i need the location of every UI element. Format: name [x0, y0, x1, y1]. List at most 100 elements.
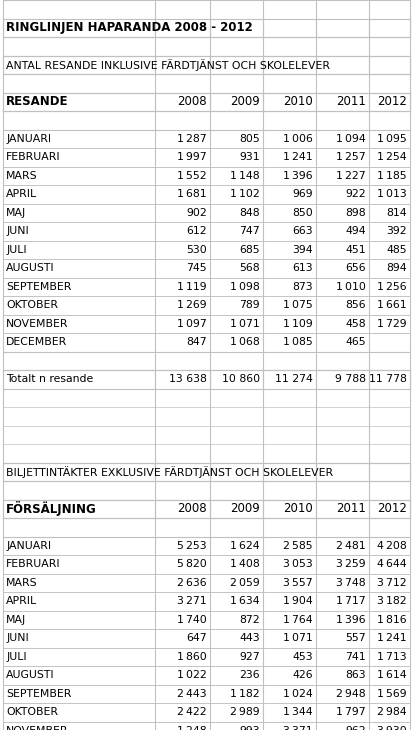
- Text: 805: 805: [239, 134, 260, 144]
- Text: APRIL: APRIL: [6, 596, 37, 606]
- Text: 745: 745: [186, 264, 207, 273]
- Text: 1 797: 1 797: [336, 707, 366, 718]
- Text: FEBRUARI: FEBRUARI: [6, 153, 60, 162]
- Text: 931: 931: [239, 153, 260, 162]
- Text: 2 948: 2 948: [336, 688, 366, 699]
- Text: 451: 451: [345, 245, 366, 255]
- Text: 2 422: 2 422: [177, 707, 207, 718]
- Text: 1 071: 1 071: [230, 319, 260, 328]
- Text: 613: 613: [292, 264, 313, 273]
- Text: 485: 485: [386, 245, 407, 255]
- Text: 2010: 2010: [283, 502, 313, 515]
- Text: 3 712: 3 712: [378, 577, 407, 588]
- Text: 1 010: 1 010: [336, 282, 366, 292]
- Text: 1 997: 1 997: [177, 153, 207, 162]
- Text: 1 661: 1 661: [378, 300, 407, 310]
- Text: 5 253: 5 253: [177, 541, 207, 550]
- Text: 863: 863: [345, 670, 366, 680]
- Text: 663: 663: [292, 226, 313, 237]
- Text: 1 182: 1 182: [231, 688, 260, 699]
- Text: 1 013: 1 013: [377, 189, 407, 199]
- Text: JANUARI: JANUARI: [6, 541, 51, 550]
- Text: 1 257: 1 257: [336, 153, 366, 162]
- Text: 3 557: 3 557: [284, 577, 313, 588]
- Text: 922: 922: [345, 189, 366, 199]
- Text: 3 930: 3 930: [377, 726, 407, 730]
- Text: 392: 392: [386, 226, 407, 237]
- Text: 872: 872: [239, 615, 260, 625]
- Text: 9 788: 9 788: [335, 374, 366, 384]
- Text: 1 068: 1 068: [230, 337, 260, 347]
- Text: JULI: JULI: [6, 245, 26, 255]
- Text: 1 552: 1 552: [177, 171, 207, 181]
- Text: 426: 426: [292, 670, 313, 680]
- Text: 898: 898: [345, 208, 366, 218]
- Text: 2 984: 2 984: [378, 707, 407, 718]
- Text: 747: 747: [239, 226, 260, 237]
- Text: NOVEMBER: NOVEMBER: [6, 726, 68, 730]
- Text: 789: 789: [239, 300, 260, 310]
- Text: SEPTEMBER: SEPTEMBER: [6, 688, 71, 699]
- Text: 969: 969: [292, 189, 313, 199]
- Text: 1 254: 1 254: [378, 153, 407, 162]
- Text: BILJETTINTÄKTER EXKLUSIVE FÄRDTJÄNST OCH SKOLELEVER: BILJETTINTÄKTER EXKLUSIVE FÄRDTJÄNST OCH…: [6, 466, 333, 477]
- Text: 2 059: 2 059: [230, 577, 260, 588]
- Text: 1 681: 1 681: [177, 189, 207, 199]
- Text: 5 820: 5 820: [177, 559, 207, 569]
- Text: 1 287: 1 287: [177, 134, 207, 144]
- Text: 1 740: 1 740: [177, 615, 207, 625]
- Text: 1 408: 1 408: [230, 559, 260, 569]
- Text: JULI: JULI: [6, 652, 26, 662]
- Text: 2011: 2011: [336, 95, 366, 108]
- Text: 1 006: 1 006: [283, 134, 313, 144]
- Text: 2 989: 2 989: [231, 707, 260, 718]
- Text: AUGUSTI: AUGUSTI: [6, 670, 55, 680]
- Text: 568: 568: [239, 264, 260, 273]
- Text: SEPTEMBER: SEPTEMBER: [6, 282, 71, 292]
- Text: 894: 894: [386, 264, 407, 273]
- Text: 1 764: 1 764: [284, 615, 313, 625]
- Text: 1 396: 1 396: [284, 171, 313, 181]
- Text: 741: 741: [345, 652, 366, 662]
- Text: APRIL: APRIL: [6, 189, 37, 199]
- Text: 848: 848: [239, 208, 260, 218]
- Text: 612: 612: [186, 226, 207, 237]
- Text: 1 109: 1 109: [283, 319, 313, 328]
- Text: 2 443: 2 443: [177, 688, 207, 699]
- Text: FÖRSÄLJNING: FÖRSÄLJNING: [6, 502, 97, 516]
- Text: 1 729: 1 729: [378, 319, 407, 328]
- Text: 4 644: 4 644: [378, 559, 407, 569]
- Text: 2 481: 2 481: [336, 541, 366, 550]
- Text: 465: 465: [345, 337, 366, 347]
- Text: 1 269: 1 269: [177, 300, 207, 310]
- Text: 873: 873: [292, 282, 313, 292]
- Text: 1 071: 1 071: [283, 633, 313, 643]
- Text: 1 396: 1 396: [336, 615, 366, 625]
- Text: 927: 927: [239, 652, 260, 662]
- Text: 1 022: 1 022: [177, 670, 207, 680]
- Text: 1 904: 1 904: [283, 596, 313, 606]
- Text: 557: 557: [345, 633, 366, 643]
- Text: 993: 993: [239, 726, 260, 730]
- Text: 1 624: 1 624: [231, 541, 260, 550]
- Text: 1 075: 1 075: [283, 300, 313, 310]
- Text: 1 085: 1 085: [283, 337, 313, 347]
- Text: 1 119: 1 119: [177, 282, 207, 292]
- Text: 1 185: 1 185: [378, 171, 407, 181]
- Text: 1 256: 1 256: [378, 282, 407, 292]
- Text: 236: 236: [239, 670, 260, 680]
- Text: 11 274: 11 274: [275, 374, 313, 384]
- Text: 2 636: 2 636: [177, 577, 207, 588]
- Text: 4 208: 4 208: [377, 541, 407, 550]
- Text: 3 371: 3 371: [284, 726, 313, 730]
- Text: 494: 494: [345, 226, 366, 237]
- Text: 1 248: 1 248: [177, 726, 207, 730]
- Text: OKTOBER: OKTOBER: [6, 707, 58, 718]
- Text: 1 241: 1 241: [378, 633, 407, 643]
- Text: FEBRUARI: FEBRUARI: [6, 559, 60, 569]
- Text: JUNI: JUNI: [6, 226, 29, 237]
- Text: Totalt n resande: Totalt n resande: [6, 374, 93, 384]
- Text: MARS: MARS: [6, 171, 38, 181]
- Text: 1 717: 1 717: [336, 596, 366, 606]
- Text: 2010: 2010: [283, 95, 313, 108]
